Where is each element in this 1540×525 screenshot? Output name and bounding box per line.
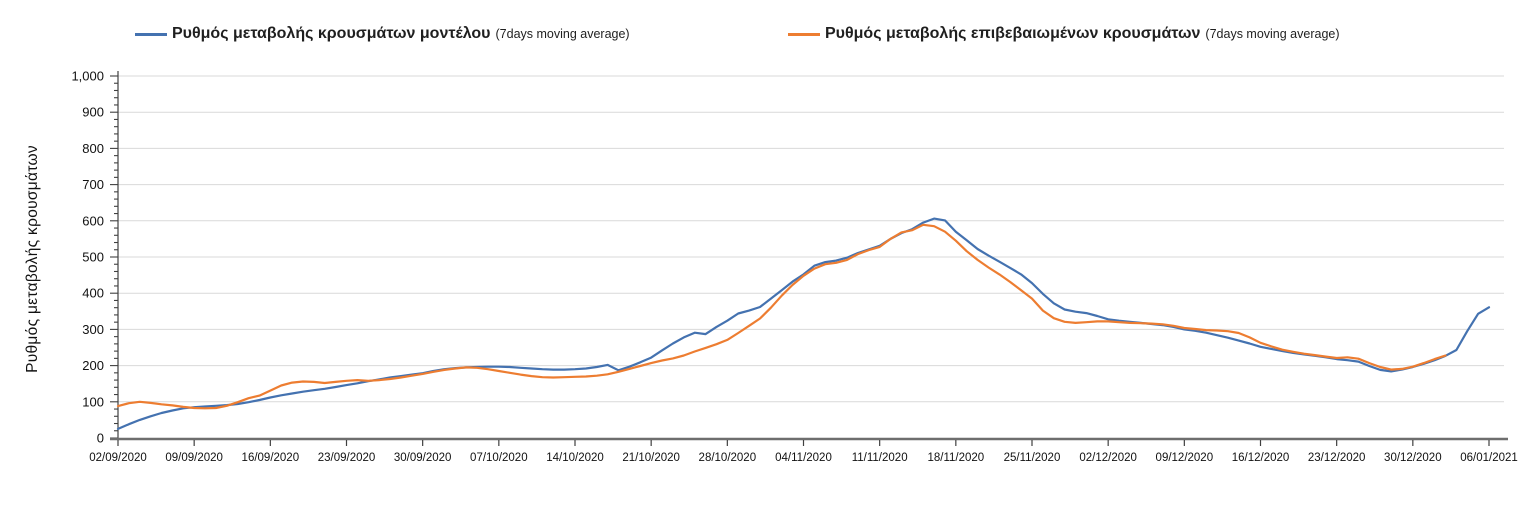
svg-text:02/12/2020: 02/12/2020 (1079, 452, 1137, 464)
svg-text:21/10/2020: 21/10/2020 (622, 452, 680, 464)
svg-text:09/12/2020: 09/12/2020 (1156, 452, 1214, 464)
svg-text:28/10/2020: 28/10/2020 (699, 452, 757, 464)
svg-text:09/09/2020: 09/09/2020 (165, 452, 223, 464)
svg-text:07/10/2020: 07/10/2020 (470, 452, 528, 464)
svg-text:900: 900 (82, 105, 104, 120)
svg-text:400: 400 (82, 286, 104, 301)
svg-text:0: 0 (97, 431, 104, 446)
svg-text:18/11/2020: 18/11/2020 (927, 452, 984, 464)
svg-text:04/11/2020: 04/11/2020 (775, 452, 832, 464)
legend-item-model: Ρυθμός μεταβολής κρουσμάτων μοντέλου (7d… (135, 25, 630, 43)
svg-text:300: 300 (82, 322, 104, 337)
svg-text:16/09/2020: 16/09/2020 (242, 452, 300, 464)
svg-text:16/12/2020: 16/12/2020 (1232, 452, 1290, 464)
svg-text:100: 100 (82, 394, 104, 409)
legend-label-model: Ρυθμός μεταβολής κρουσμάτων μοντέλου (172, 25, 491, 42)
svg-text:30/12/2020: 30/12/2020 (1384, 452, 1442, 464)
svg-text:14/10/2020: 14/10/2020 (546, 452, 604, 464)
legend-line-marker-blue (135, 32, 167, 36)
legend-item-confirmed: Ρυθμός μεταβολής επιβεβαιωμένων κρουσμάτ… (788, 25, 1340, 43)
svg-text:25/11/2020: 25/11/2020 (1004, 452, 1061, 464)
svg-text:1,000: 1,000 (71, 69, 104, 84)
svg-text:600: 600 (82, 213, 104, 228)
legend-label-confirmed: Ρυθμός μεταβολής επιβεβαιωμένων κρουσμάτ… (825, 25, 1201, 42)
svg-text:02/09/2020: 02/09/2020 (89, 452, 147, 464)
svg-text:800: 800 (82, 141, 104, 156)
svg-text:23/09/2020: 23/09/2020 (318, 452, 376, 464)
legend-suffix-model: (7days moving average) (495, 27, 630, 41)
svg-text:06/01/2021: 06/01/2021 (1460, 452, 1518, 464)
legend-suffix-confirmed: (7days moving average) (1205, 27, 1340, 41)
chart-legend: Ρυθμός μεταβολής κρουσμάτων μοντέλου (7d… (0, 22, 1540, 52)
legend-line-marker-orange (788, 32, 820, 36)
svg-text:11/11/2020: 11/11/2020 (852, 452, 908, 464)
svg-text:200: 200 (82, 358, 104, 373)
svg-text:500: 500 (82, 250, 104, 265)
svg-text:700: 700 (82, 177, 104, 192)
svg-text:23/12/2020: 23/12/2020 (1308, 452, 1366, 464)
svg-text:30/09/2020: 30/09/2020 (394, 452, 452, 464)
